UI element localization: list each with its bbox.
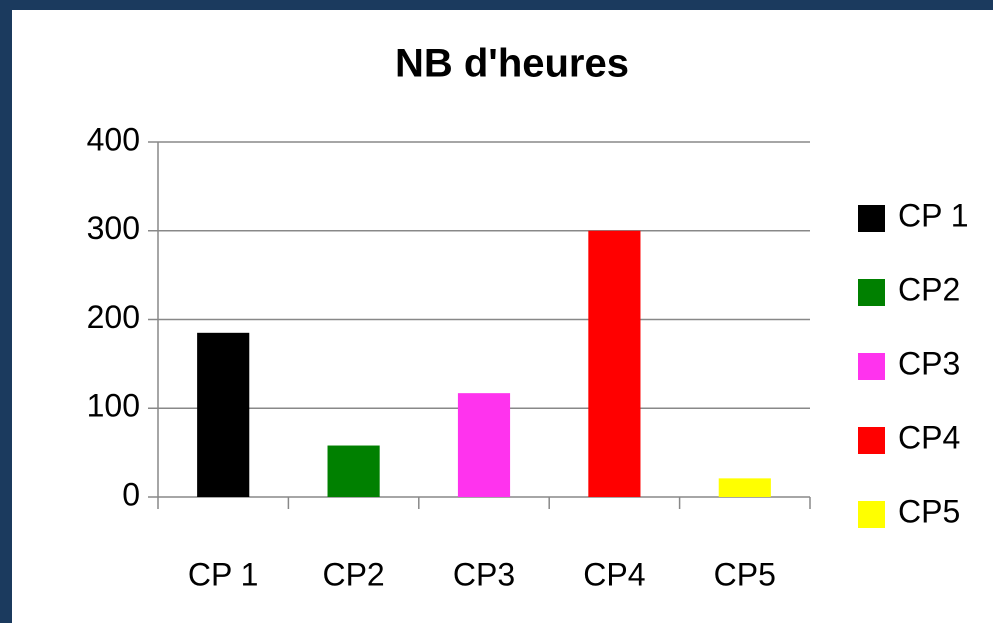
- bar: [327, 445, 380, 497]
- y-tick-label: 300: [87, 210, 140, 246]
- x-tick-label: CP 1: [188, 556, 259, 592]
- x-tick-label: CP3: [453, 556, 515, 592]
- bar: [457, 393, 511, 497]
- bar: [588, 230, 641, 497]
- bar: [718, 478, 771, 497]
- y-tick-label: 200: [87, 299, 140, 335]
- legend-label: CP4: [898, 419, 960, 455]
- x-tick-label: CP2: [322, 556, 384, 592]
- legend-swatch: [858, 353, 885, 380]
- legend-label: CP5: [898, 493, 960, 529]
- x-tick-label: CP4: [583, 556, 645, 592]
- y-tick-label: 400: [87, 121, 140, 157]
- chart-title: NB d'heures: [395, 42, 629, 86]
- legend-label: CP 1: [898, 197, 969, 233]
- legend-label: CP2: [898, 271, 960, 307]
- y-tick-label: 0: [122, 476, 140, 512]
- legend-swatch: [858, 279, 885, 306]
- legend-swatch: [858, 205, 885, 232]
- legend-swatch: [858, 427, 885, 454]
- panel: [12, 10, 993, 623]
- y-tick-label: 100: [87, 388, 140, 424]
- legend-swatch: [858, 501, 885, 528]
- x-tick-label: CP5: [714, 556, 776, 592]
- legend-label: CP3: [898, 345, 960, 381]
- bar: [197, 332, 250, 497]
